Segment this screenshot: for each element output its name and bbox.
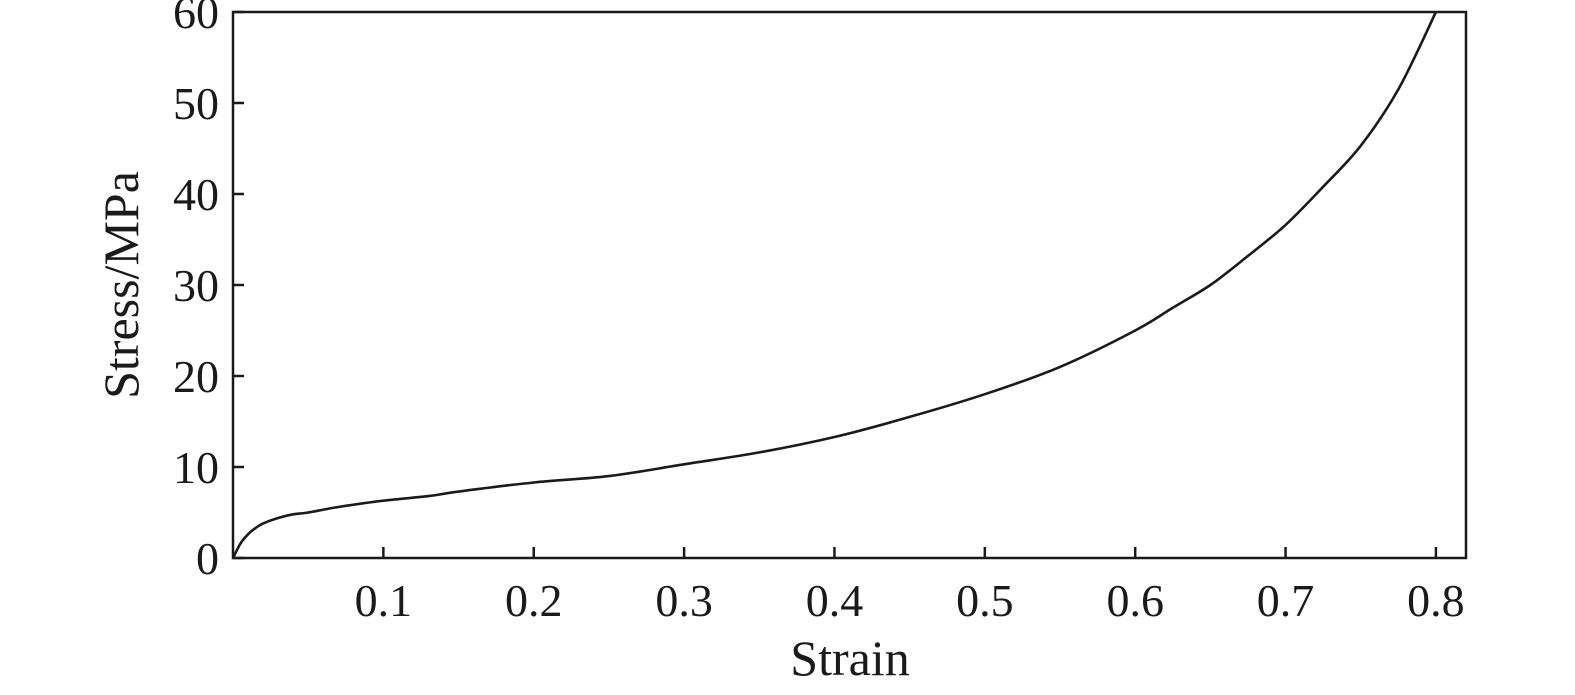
- x-tick-label: 0.8: [1407, 575, 1465, 626]
- y-tick-label: 50: [173, 78, 219, 129]
- x-tick-label: 0.5: [956, 575, 1014, 626]
- x-tick-label: 0.7: [1257, 575, 1315, 626]
- series-line: [231, 11, 1438, 559]
- x-tick-label: 0.6: [1106, 575, 1164, 626]
- x-tick-label: 0.3: [655, 575, 713, 626]
- y-tick-label: 20: [173, 351, 219, 402]
- y-tick-label: 40: [173, 169, 219, 220]
- y-tick-label: 30: [173, 260, 219, 311]
- x-tick-label: 0.1: [355, 575, 413, 626]
- x-tick-label: 0.4: [806, 575, 864, 626]
- y-axis: 0 10 20 30 40 50 60: [173, 0, 244, 584]
- x-axis-title: Strain: [790, 630, 909, 686]
- y-axis-title: Stress/MPa: [93, 171, 149, 399]
- plot-frame: [231, 10, 1468, 560]
- x-tick-label: 0.2: [505, 575, 563, 626]
- y-tick-label: 60: [173, 0, 219, 38]
- y-tick-label: 10: [173, 442, 219, 493]
- x-axis: 0.1 0.2 0.3 0.4 0.5 0.6 0.7 0.8: [355, 547, 1465, 626]
- y-tick-label: 0: [196, 533, 219, 584]
